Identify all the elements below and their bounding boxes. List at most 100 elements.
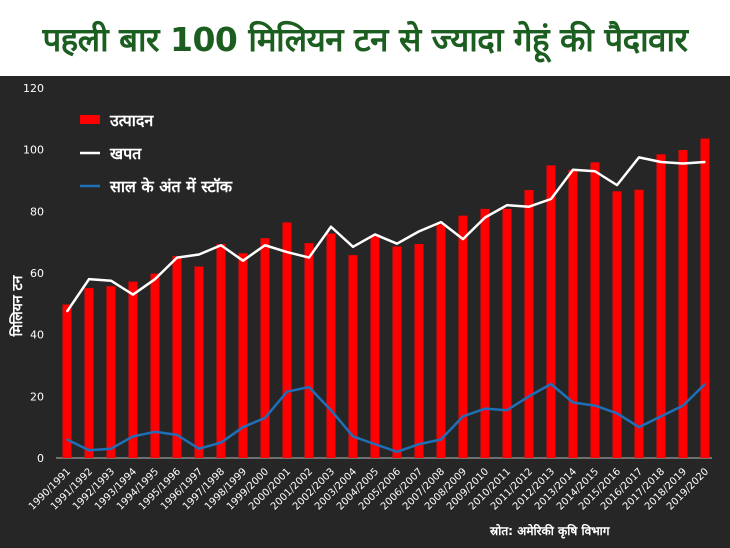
source-note: स्रोत: अमेरिकी कृषि विभाग: [490, 524, 610, 538]
bar-production: [260, 238, 270, 458]
line-stock-point: [66, 438, 68, 441]
bar-production: [150, 273, 160, 458]
line-stock-point: [638, 426, 640, 428]
y-tick-label: 60: [30, 267, 44, 280]
bar-production: [502, 208, 512, 458]
line-consumption-point: [264, 244, 266, 247]
line-consumption-point: [198, 253, 200, 256]
bar-production: [238, 253, 248, 458]
line-consumption-point: [616, 184, 618, 186]
bar-production: [84, 288, 94, 458]
line-stock-point: [242, 426, 244, 428]
bar-production: [678, 149, 688, 458]
line-stock-point: [594, 404, 596, 407]
bar-production: [524, 190, 534, 458]
line-stock-point: [660, 415, 662, 418]
line-consumption-point: [308, 256, 310, 259]
y-tick-label: 80: [30, 205, 44, 218]
bar-production: [282, 222, 292, 458]
y-tick-label: 0: [37, 452, 44, 465]
y-tick-label: 20: [30, 390, 44, 403]
bar-production: [326, 233, 336, 458]
legend-label: खपत: [109, 144, 142, 163]
line-consumption-point: [66, 310, 68, 313]
line-consumption-point: [440, 221, 442, 223]
legend-swatch-production: [80, 115, 100, 124]
line-consumption-point: [704, 161, 706, 163]
line-stock-point: [88, 449, 90, 452]
line-consumption: [65, 156, 706, 313]
bar-production: [62, 304, 72, 458]
line-consumption-point: [528, 205, 530, 208]
line-stock-point: [440, 438, 442, 441]
line-consumption-point: [154, 278, 156, 280]
line-consumption-point: [176, 256, 178, 259]
bar-production: [348, 255, 358, 458]
line-stock-point: [572, 401, 574, 404]
line-stock-point: [550, 383, 552, 385]
y-tick-label: 40: [30, 329, 44, 342]
line-consumption-point: [462, 238, 464, 240]
line-consumption-point: [660, 161, 662, 163]
line-stock-point: [484, 407, 486, 410]
line-consumption-point: [484, 216, 486, 219]
line-consumption-point: [110, 279, 112, 282]
line-stock-point: [330, 409, 332, 412]
line-stock: [66, 382, 706, 454]
line-consumption-point: [638, 156, 640, 159]
line-consumption-point: [374, 233, 376, 236]
bar-production: [172, 256, 182, 458]
line-stock-point: [220, 441, 222, 444]
bar-production: [590, 162, 600, 458]
bar-production: [392, 246, 402, 458]
bar-production: [128, 281, 138, 458]
line-stock-point: [198, 447, 200, 450]
bar-production: [370, 235, 380, 458]
line-stock-point: [528, 395, 530, 398]
bar-production: [480, 208, 490, 458]
line-stock-point: [110, 447, 112, 450]
line-stock-point: [396, 451, 398, 453]
chart-title: पहली बार 100 मिलियन टन से ज्यादा गेहूं क…: [42, 19, 688, 59]
legend-label: उत्पादन: [109, 111, 154, 130]
bar-production: [216, 244, 226, 458]
bar-production: [304, 243, 314, 458]
legend-label: साल के अंत में स्टॉक: [109, 177, 233, 196]
line-stock-point: [682, 404, 684, 407]
bar-production: [700, 138, 710, 459]
line-consumption-point: [220, 244, 222, 247]
bar-production: [458, 215, 468, 458]
line-consumption-point: [594, 170, 596, 173]
bar-production: [436, 224, 446, 458]
line-stock-point: [176, 434, 178, 436]
y-tick-label: 100: [23, 144, 44, 157]
y-tick-label: 120: [23, 82, 44, 95]
bar-production: [656, 154, 666, 458]
line-consumption-point: [550, 198, 552, 200]
bar-production: [568, 169, 578, 458]
line-stock-point: [286, 390, 288, 393]
y-axis-label: मिलियन टन: [9, 274, 26, 337]
line-stock-point: [352, 435, 354, 438]
bar-production: [194, 266, 204, 458]
line-consumption-point: [506, 204, 508, 206]
line-consumption-point: [682, 162, 684, 165]
line-consumption-point: [242, 259, 244, 262]
line-stock-point: [308, 386, 310, 388]
line-consumption-point: [88, 278, 90, 280]
line-stock-point: [704, 383, 706, 385]
line-stock-point: [418, 443, 420, 445]
bar-production: [414, 244, 424, 458]
bar-production: [612, 191, 622, 458]
line-stock-point: [264, 417, 266, 419]
line-stock-point: [506, 409, 508, 412]
line-consumption-point: [132, 293, 134, 296]
line-stock-point: [616, 412, 618, 415]
line-consumption-point: [396, 242, 398, 245]
header: पहली बार 100 मिलियन टन से ज्यादा गेहूं क…: [0, 0, 730, 76]
line-stock-point: [154, 430, 156, 433]
bar-production: [634, 189, 644, 458]
line-stock-point: [132, 435, 134, 438]
bar-production: [106, 286, 116, 458]
line-consumption-point: [286, 251, 288, 253]
